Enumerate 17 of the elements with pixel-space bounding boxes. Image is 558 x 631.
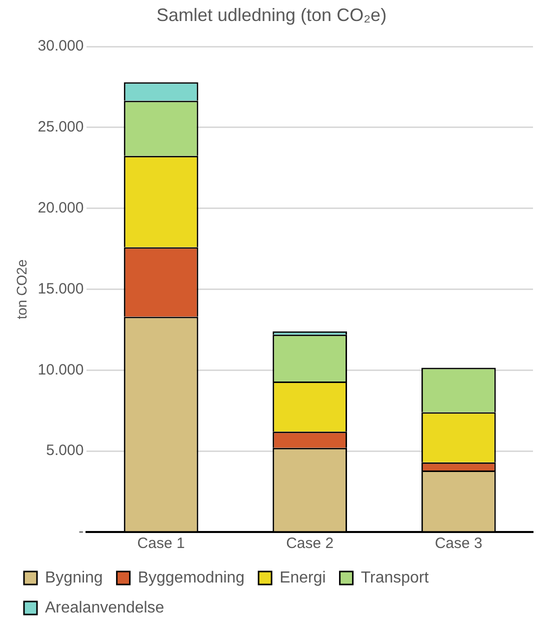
y-tick-label: - [78,523,84,540]
y-tick-label: 25.000 [38,118,84,136]
legend-label: Arealanvendelse [45,599,164,616]
legend-label: Bygning [45,569,103,586]
legend-label: Energi [280,569,326,586]
y-tick-label: 15.000 [38,280,84,298]
y-tick-label: 10.000 [38,361,84,378]
x-tick-label: Case 1 [137,535,185,552]
y-tick-label: 30.000 [38,38,84,55]
chart-title: Samlet udledning (ton CO₂e) [156,4,387,25]
y-tick-label: 5.000 [46,442,84,460]
legend-label: Byggemodning [138,569,245,586]
y-tick-label: 20.000 [38,200,84,217]
y-axis-title: ton CO2e [13,259,30,320]
x-tick-label: Case 3 [434,535,482,552]
x-tick-label: Case 2 [286,535,334,552]
legend-label: Transport [360,569,430,586]
